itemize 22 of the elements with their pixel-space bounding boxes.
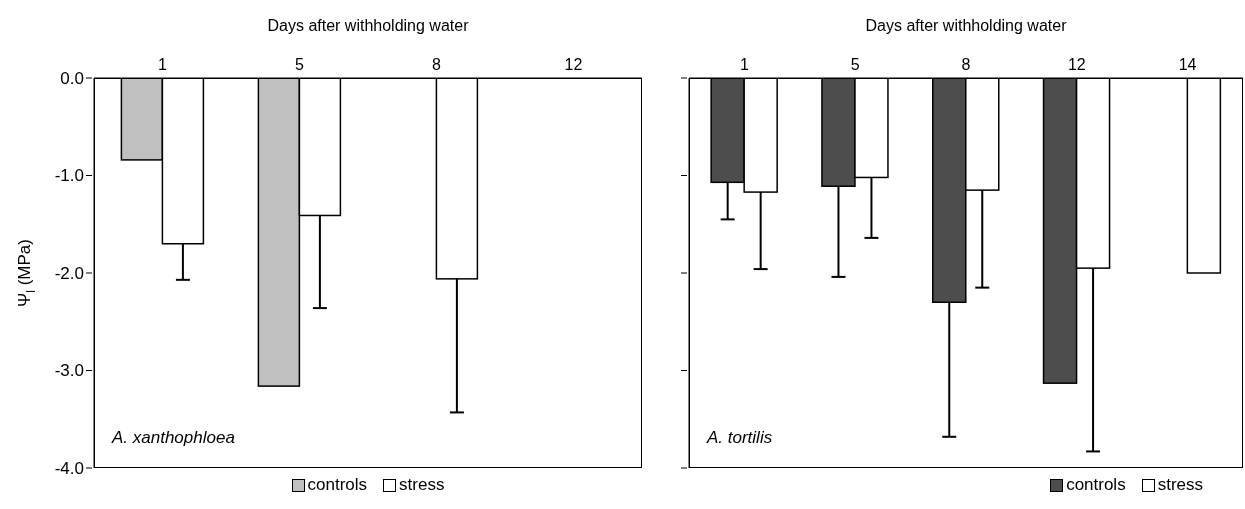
x-tick-label: 5 xyxy=(850,56,860,73)
x-tick-label: 12 xyxy=(1067,56,1086,73)
x-tick-label: 5 xyxy=(295,56,305,73)
annotation: A. tortilis xyxy=(707,428,773,448)
legend-label: controls xyxy=(307,475,368,495)
annotation: A. xanthophloea xyxy=(112,428,235,448)
x-tick-label: 1 xyxy=(739,56,749,73)
x-axis-title: Days after withholding water xyxy=(267,17,470,35)
legend-label: controls xyxy=(1066,475,1126,495)
x-axis-title: Days after withholding water xyxy=(865,17,1068,35)
y-tick-label: -1.0 xyxy=(54,166,84,185)
y-tick-label: -4.0 xyxy=(54,458,84,478)
y-tick-label: -2.0 xyxy=(54,263,84,283)
x-tick-label: 8 xyxy=(961,56,971,73)
x-tick-label: 12 xyxy=(564,56,583,73)
x-tick-label: 14 xyxy=(1178,56,1197,73)
x-tick-label: 1 xyxy=(158,56,168,73)
legend-label: stress xyxy=(399,475,445,495)
x-tick-label: 8 xyxy=(432,56,442,73)
y-tick-label: -3.0 xyxy=(54,361,84,380)
y-tick-label: 0.0 xyxy=(60,68,84,88)
legend-label: stress xyxy=(1157,475,1203,495)
